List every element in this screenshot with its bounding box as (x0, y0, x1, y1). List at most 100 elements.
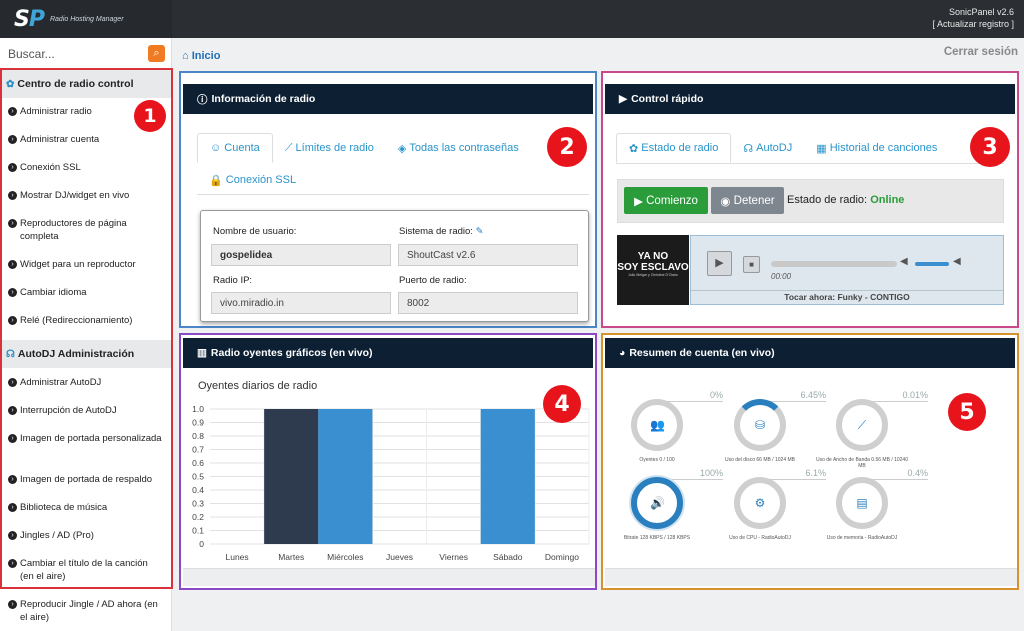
sidebar-item[interactable]: › Reproductores de página completa (0, 217, 170, 243)
sidebar-item[interactable]: › Biblioteca de música (0, 501, 170, 514)
tab-contrasenas[interactable]: ◈ Todas las contraseñas (397, 142, 519, 155)
headphones-icon: ☊ (743, 142, 757, 155)
y-tick-label: 0 (199, 539, 204, 549)
chevron-right-icon: › (8, 378, 17, 387)
chart-bar[interactable] (318, 409, 373, 544)
sidebar-item[interactable]: › Imagen de portada de respaldo (0, 473, 170, 486)
highlight-box-1 (0, 68, 173, 589)
y-tick-label: 0.2 (192, 512, 204, 522)
sidebar-item[interactable]: › Relé (Redireccionamiento) (0, 314, 170, 327)
logo[interactable]: SP Radio Hosting Manager (0, 0, 172, 38)
home-icon: ⌂ (182, 50, 192, 62)
tab-limites[interactable]: ⟋ Límites de radio (284, 141, 374, 155)
chart-subtitle: Oyentes diarios de radio (198, 380, 318, 392)
badge-3: 3 (970, 127, 1010, 167)
tab-estado[interactable]: ✿ Estado de radio (616, 133, 732, 163)
chevron-right-icon: › (8, 600, 17, 609)
search-bar[interactable]: Buscar... ⌕ (0, 38, 171, 70)
play-icon: ▶ (634, 195, 647, 208)
ring-percent: 6.45% (766, 390, 826, 402)
volume-max-icon[interactable]: ◀ (953, 256, 961, 267)
sidebar-item[interactable]: › Imagen de portada personalizada (0, 432, 170, 445)
y-tick-label: 0.9 (192, 418, 204, 428)
sidebar-item[interactable]: › Mostrar DJ/widget en vivo (0, 189, 170, 202)
sidebar-section-autodj[interactable]: ☊ AutoDJ Administración (0, 340, 171, 368)
calendar-icon: ▦ (816, 142, 830, 155)
pencil-icon[interactable]: ✎ (475, 226, 484, 237)
play-circle-icon: ▶ (619, 93, 628, 105)
update-link[interactable]: [ Actualizar registro ] (932, 19, 1014, 29)
port-field[interactable]: 8002 (398, 292, 578, 314)
sidebar: Buscar... ⌕ ✿ Centro de radio control › Ad… (0, 38, 172, 631)
user-icon: ☺ (210, 142, 225, 154)
x-tick-label: Domingo (545, 552, 579, 562)
system-field[interactable]: ShoutCast v2.6 (398, 244, 578, 266)
summary-footer (605, 568, 1017, 586)
listeners-chart-panel: ▥ Radio oyentes gráficos (en vivo) Oyente… (179, 333, 597, 590)
quick-control-panel: ▶ Control rápido ✿ Estado de radio ☊ Auto… (601, 71, 1019, 328)
start-button[interactable]: ▶ Comienzo (624, 187, 708, 214)
chevron-right-icon: › (8, 406, 17, 415)
ip-field[interactable]: vivo.miradio.in (211, 292, 391, 314)
ring-label: Uso de memoria - RadioAutoDJ (826, 535, 898, 541)
version-info: SonicPanel v2.6 [ Actualizar registro ] (932, 6, 1014, 30)
radio-info-tabs-row2: 🔒 Conexión SSL (197, 165, 308, 195)
sidebar-section-radio-control[interactable]: ✿ Centro de radio control (0, 70, 171, 98)
y-tick-label: 1.0 (192, 404, 204, 414)
sidebar-item[interactable]: › Jingles / AD (Pro) (0, 529, 170, 542)
volume-icon[interactable]: ◀ (900, 256, 908, 267)
control-tabs: ✿ Estado de radio ☊ AutoDJ ▦ Historial d… (616, 133, 949, 163)
search-input[interactable]: Buscar... (8, 46, 55, 61)
sidebar-item[interactable]: › Cambiar el título de la canción (en el … (0, 557, 170, 583)
chart-bar[interactable] (480, 409, 535, 544)
sidebar-item[interactable]: › Cambiar idioma (0, 286, 170, 299)
chart-bar[interactable] (264, 409, 319, 544)
chevron-right-icon: › (8, 531, 17, 540)
stop-button[interactable]: ◉ Detener (711, 187, 784, 214)
account-fields: Nombre de usuario: gospelidea Sistema de… (200, 210, 589, 322)
sidebar-item[interactable]: › Widget para un reproductor (0, 258, 170, 271)
radio-info-panel: ⓘ Información de radio ☺ Cuenta ⟋ Límites… (179, 71, 597, 328)
chevron-right-icon: › (8, 475, 17, 484)
usage-ring: ⛁ (734, 399, 786, 451)
y-tick-label: 0.4 (192, 485, 204, 495)
progress-bar[interactable] (771, 261, 897, 267)
tab-cuenta[interactable]: ☺ Cuenta (197, 133, 273, 163)
usage-ring: ⚙ (734, 477, 786, 529)
logout-link[interactable]: Cerrar sesión (943, 46, 1018, 58)
now-playing: Tocar ahora: Funky - CONTIGO (691, 290, 1003, 304)
volume-slider[interactable] (915, 262, 949, 266)
summary-header: ◕ Resumen de cuenta (en vivo) (605, 338, 1015, 368)
chevron-right-icon: › (8, 559, 17, 568)
gear-icon: ✿ (6, 78, 15, 90)
gear-icon: ⚙ (754, 496, 766, 510)
shield-icon: ◈ (397, 142, 410, 155)
bar-chart: 1.0 0.9 0.8 0.7 0.6 0.5 0.4 0.3 0.2 0.1 0 Lunes Mart… (192, 404, 590, 562)
badge-5: 5 (948, 393, 986, 431)
sidebar-item[interactable]: › Conexión SSL (0, 161, 170, 174)
sidebar-item[interactable]: › Interrupción de AutoDJ (0, 404, 170, 417)
tab-historial[interactable]: ▦ Historial de canciones (816, 142, 938, 155)
control-tabs-divider (616, 163, 1004, 164)
sidebar-item[interactable]: › Administrar radio (0, 105, 170, 118)
y-tick-label: 0.7 (192, 445, 204, 455)
sidebar-item[interactable]: › Reproducir Jingle / AD ahora (en el air… (0, 598, 170, 624)
search-icon[interactable]: ⌕ (148, 45, 165, 62)
player-play-icon[interactable]: ▶ (707, 251, 732, 276)
player-stop-icon[interactable]: ■ (743, 256, 760, 273)
users-icon: 👥 (650, 418, 665, 432)
chart-footer (183, 568, 595, 586)
badge-4: 4 (543, 385, 581, 423)
stop-icon: ◉ (720, 195, 734, 208)
y-tick-label: 0.5 (192, 472, 204, 482)
tab-autodj[interactable]: ☊ AutoDJ (743, 142, 793, 155)
tab-ssl[interactable]: 🔒 Conexión SSL (209, 174, 297, 187)
sidebar-item[interactable]: › Administrar AutoDJ (0, 376, 170, 389)
ip-label: Radio IP: (213, 275, 253, 286)
sidebar-item[interactable]: › Administrar cuenta (0, 133, 170, 146)
chevron-right-icon: › (8, 288, 17, 297)
memory-icon: ▤ (856, 496, 868, 510)
breadcrumb[interactable]: ⌂ Inicio (182, 50, 221, 62)
user-field[interactable]: gospelidea (211, 244, 391, 266)
chevron-right-icon: › (8, 191, 17, 200)
